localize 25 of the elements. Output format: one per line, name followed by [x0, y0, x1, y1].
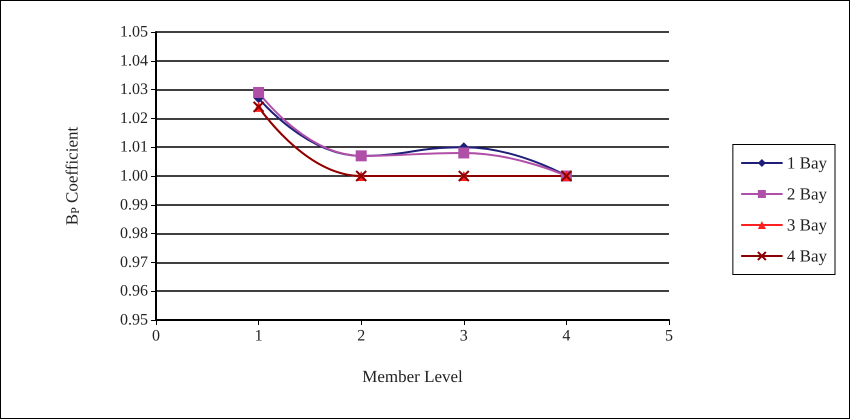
- y-tick-label: 0.96: [120, 282, 148, 300]
- x-axis-title: Member Level: [362, 367, 464, 386]
- y-tick-label: 1.03: [120, 81, 148, 98]
- x-tick-label: 0: [152, 328, 160, 344]
- legend-label: 1 Bay: [786, 154, 828, 172]
- y-tick-label: 1.00: [120, 168, 148, 184]
- legend-label: 2 Bay: [786, 184, 828, 204]
- y-tick-label: 0.97: [120, 254, 148, 271]
- legend-label: 3 Bay: [786, 216, 828, 234]
- x-tick-label: 1: [254, 328, 263, 344]
- y-tick-label: 0.95: [120, 312, 148, 328]
- y-tick-label: 1.01: [120, 138, 148, 156]
- point: [253, 86, 264, 98]
- y-tick-label: 1.05: [120, 24, 148, 40]
- y-axis-title: BP Coefficient: [62, 126, 82, 226]
- point: [458, 147, 470, 158]
- y-tick-label: 1.02: [120, 110, 148, 127]
- y-tick-label: 0.99: [120, 196, 148, 214]
- y-tick-label: 0.98: [120, 225, 148, 242]
- legend-label: 4 Bay: [786, 246, 828, 266]
- x-tick-label: 3: [460, 328, 468, 344]
- x-tick-label: 5: [665, 328, 673, 344]
- x-tick-label: 2: [357, 328, 366, 344]
- y-tick-label: 1.04: [120, 52, 148, 70]
- x-tick-label: 4: [562, 328, 570, 344]
